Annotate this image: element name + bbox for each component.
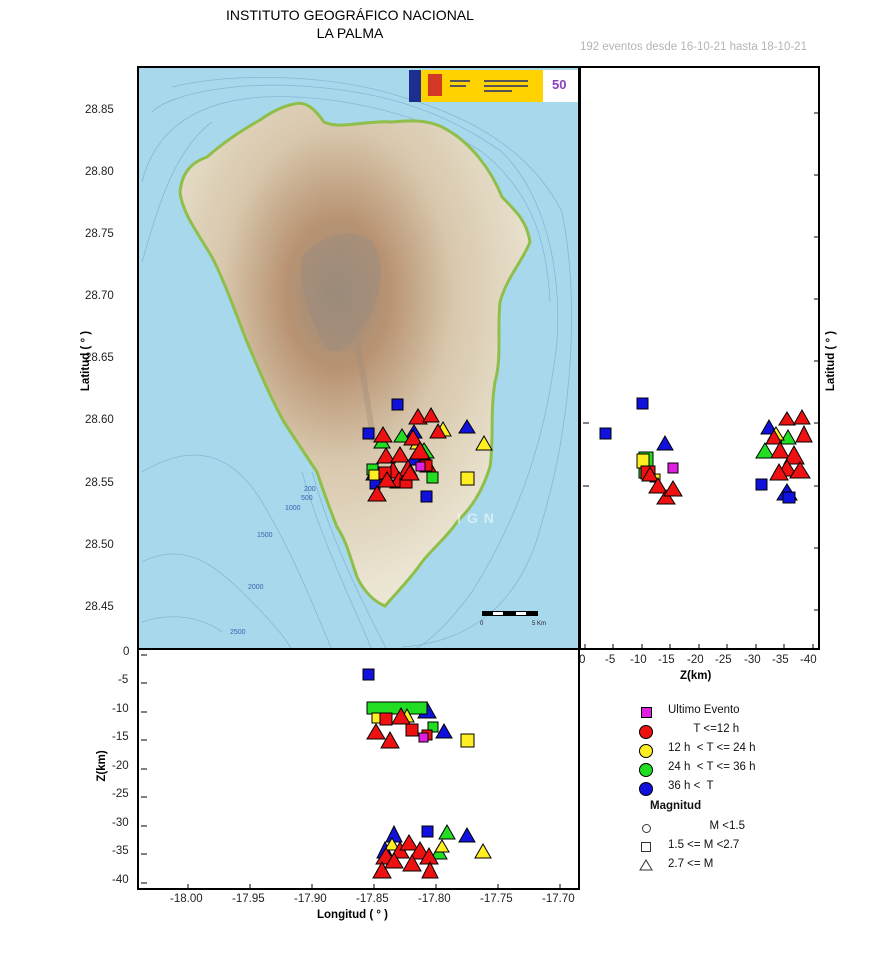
scale-bar: 0 5 Km — [480, 611, 546, 627]
svg-text:50: 50 — [552, 77, 566, 92]
bathy-label-1000: 1000 — [285, 505, 301, 512]
circle-outline-icon — [642, 824, 651, 833]
square-icon — [641, 707, 652, 718]
map-ylabel: Latitud ( ° ) — [80, 330, 92, 392]
island-map: 200 500 1000 1500 2000 2500 IGN 0 5 Km — [141, 70, 578, 648]
svg-text:0: 0 — [480, 621, 484, 627]
circle-icon — [639, 744, 653, 758]
circle-icon — [639, 763, 653, 777]
depth-bottom-ylabel: Z(km) — [96, 750, 108, 782]
island-shape — [178, 101, 532, 608]
triangle-outline-icon — [639, 859, 653, 871]
legend-magnitude-title: Magnitud — [650, 800, 702, 812]
epicentre-markers — [362, 398, 493, 503]
chart-title: INSTITUTO GEOGRÁFICO NACIONAL LA PALMA — [200, 6, 500, 42]
right-ylabel: Latitud ( ° ) — [825, 330, 837, 392]
circle-icon — [639, 782, 653, 796]
legend: Ultimo Evento T <=12 h 12 h < T <= 24 h … — [636, 704, 836, 884]
government-logo-banner: 50 — [409, 70, 578, 102]
depth-latitude-plot — [583, 112, 820, 650]
title-line-2: LA PALMA — [316, 25, 384, 41]
depth-lat-markers — [599, 397, 813, 505]
ign-watermark: IGN — [457, 510, 500, 526]
bathy-label-1500: 1500 — [257, 532, 273, 539]
bathymetry-contours — [141, 77, 572, 648]
svg-text:5 Km: 5 Km — [532, 621, 546, 627]
bathy-label-2000: 2000 — [248, 584, 264, 591]
info-event-count: 192 eventos desde 16-10-21 hasta 18-10-2… — [580, 41, 807, 53]
title-line-1: INSTITUTO GEOGRÁFICO NACIONAL — [226, 7, 474, 23]
depth-longitude-panel — [137, 648, 580, 890]
depth-lon-markers — [362, 668, 492, 879]
bathy-label-200: 200 — [304, 486, 316, 493]
depth-longitude-plot — [141, 654, 561, 890]
depth-latitude-panel — [579, 66, 820, 650]
depth-right-xlabel: Z(km) — [680, 670, 712, 682]
bathy-label-2500: 2500 — [230, 629, 246, 636]
square-outline-icon — [641, 842, 651, 852]
bathy-label-500: 500 — [301, 495, 313, 502]
depth-bottom-xlabel: Longitud ( ° ) — [317, 909, 389, 921]
circle-icon — [639, 725, 653, 739]
epicentre-map-panel: 200 500 1000 1500 2000 2500 IGN 0 5 Km — [137, 66, 580, 650]
